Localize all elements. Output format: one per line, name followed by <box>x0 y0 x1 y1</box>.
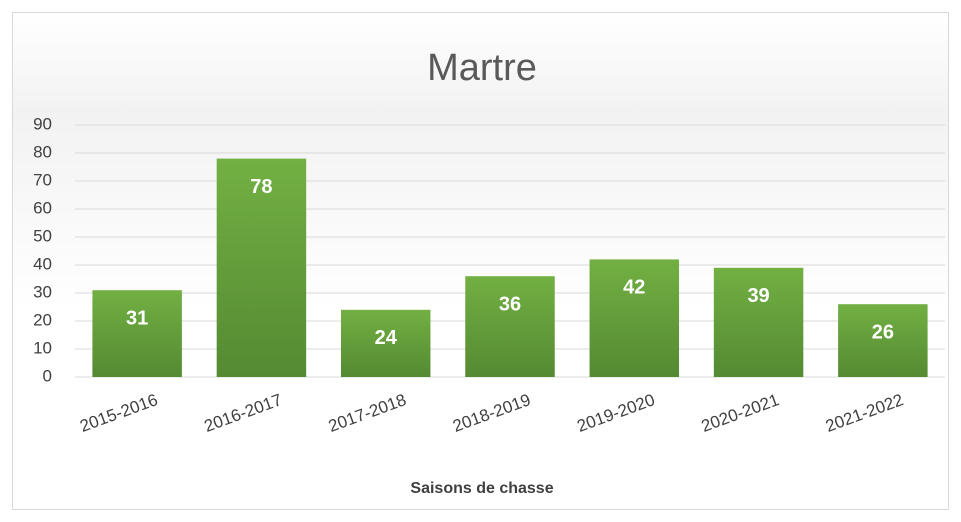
data-label: 42 <box>623 277 645 299</box>
bar <box>340 309 431 377</box>
y-tick-label: 80 <box>33 142 52 161</box>
y-tick-label: 70 <box>33 170 52 189</box>
chart-title: Martre <box>427 47 537 89</box>
y-tick-label: 40 <box>33 254 52 273</box>
x-axis-title: Saisons de chasse <box>410 480 553 497</box>
y-tick-label: 10 <box>33 338 52 357</box>
y-tick-label: 30 <box>33 282 52 301</box>
y-tick-label: 0 <box>43 366 52 385</box>
y-tick-label: 60 <box>33 198 52 217</box>
y-tick-label: 90 <box>33 114 52 133</box>
bar <box>838 304 928 377</box>
y-tick-label: 20 <box>33 310 52 329</box>
bar <box>713 267 804 377</box>
chart-frame <box>12 12 949 510</box>
data-label: 24 <box>375 327 398 349</box>
bar <box>465 276 555 377</box>
bar <box>589 259 680 377</box>
data-label: 78 <box>250 176 272 198</box>
y-tick-label: 50 <box>33 226 52 245</box>
bar <box>216 158 307 377</box>
data-label: 36 <box>499 293 521 315</box>
bar <box>92 290 182 377</box>
data-label: 39 <box>747 285 769 307</box>
data-label: 31 <box>126 307 148 329</box>
data-label: 26 <box>872 321 894 343</box>
